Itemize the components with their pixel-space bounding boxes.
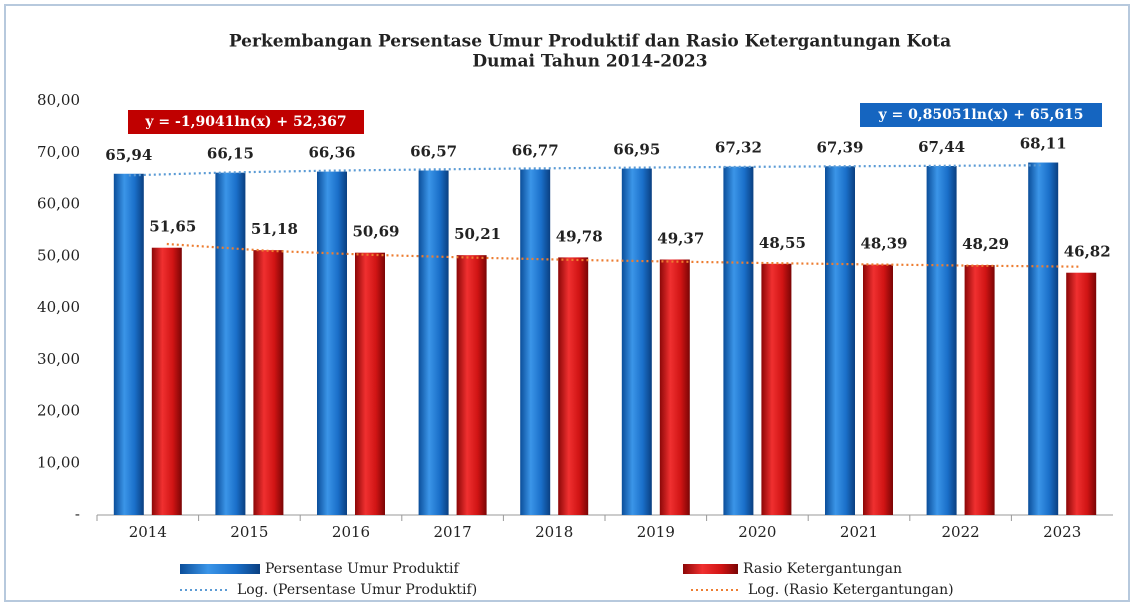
x-tick-label: 2023: [1043, 523, 1081, 541]
bar: [926, 165, 957, 516]
x-tick-label: 2014: [129, 523, 167, 541]
data-label: 67,44: [918, 138, 965, 156]
bar: [253, 250, 284, 515]
data-label: 65,94: [105, 146, 152, 164]
legend-label: Persentase Umur Produktif: [265, 561, 460, 577]
x-tick-label: 2016: [332, 523, 370, 541]
bar: [1066, 272, 1097, 515]
data-label: 66,36: [309, 144, 356, 162]
bar: [723, 166, 754, 515]
data-label: 67,32: [715, 139, 762, 157]
bar: [520, 169, 551, 515]
bar: [863, 264, 893, 515]
y-tick-label: 80,00: [37, 91, 80, 109]
bar: [317, 171, 347, 515]
data-label: 66,57: [410, 143, 457, 161]
data-label: 66,77: [512, 141, 559, 159]
legend-swatch: [683, 564, 738, 574]
y-tick-label: 70,00: [37, 143, 80, 161]
x-tick-label: 2015: [230, 523, 268, 541]
data-label: 68,11: [1020, 135, 1067, 153]
data-label: 48,29: [962, 235, 1009, 253]
equation-label: y = -1,9041ln(x) + 52,367: [144, 114, 346, 130]
bar: [964, 265, 995, 515]
bar: [355, 252, 385, 515]
data-label: 46,82: [1064, 243, 1111, 261]
bar: [456, 255, 487, 515]
x-tick-label: 2018: [535, 523, 573, 541]
bar: [621, 168, 652, 515]
data-label: 50,69: [353, 223, 400, 241]
data-label: 51,65: [149, 218, 196, 236]
legend-swatch: [180, 564, 260, 574]
legend-label: Log. (Persentase Umur Produktif): [237, 582, 477, 598]
bar: [825, 166, 855, 515]
legend-label: Rasio Ketergantungan: [743, 561, 902, 577]
x-tick-label: 2021: [840, 523, 878, 541]
data-label: 67,39: [817, 138, 864, 156]
data-label: 50,21: [454, 225, 501, 243]
y-tick-label: -: [75, 505, 80, 523]
chart-title: Perkembangan Persentase Umur Produktif d…: [229, 32, 951, 52]
x-tick-label: 2020: [738, 523, 776, 541]
data-label: 48,39: [861, 235, 908, 253]
x-tick-label: 2017: [434, 523, 472, 541]
equation-box: [860, 103, 1102, 127]
equation-box: [128, 110, 364, 134]
y-tick-label: 50,00: [37, 246, 80, 264]
x-tick-label: 2022: [942, 523, 980, 541]
bar: [1028, 162, 1059, 515]
data-label: 51,18: [251, 220, 298, 238]
bar: [113, 173, 144, 515]
data-label: 48,55: [759, 234, 806, 252]
bar: [215, 172, 246, 515]
data-label: 66,15: [207, 145, 254, 163]
y-tick-label: 10,00: [37, 453, 80, 471]
data-label: 66,95: [613, 141, 660, 159]
y-tick-label: 60,00: [37, 195, 80, 213]
data-label: 49,78: [556, 227, 603, 245]
bar: [558, 257, 589, 515]
equation-label: y = 0,85051ln(x) + 65,615: [877, 107, 1083, 123]
legend-label: Log. (Rasio Ketergantungan): [748, 582, 954, 598]
y-tick-label: 30,00: [37, 350, 80, 368]
bar: [659, 259, 690, 515]
data-label: 49,37: [657, 230, 704, 248]
bar: [418, 170, 449, 515]
x-tick-label: 2019: [637, 523, 675, 541]
bar: [151, 247, 182, 515]
bar: [761, 263, 792, 515]
y-tick-label: 20,00: [37, 402, 80, 420]
y-tick-label: 40,00: [37, 298, 80, 316]
chart-subtitle: Dumai Tahun 2014-2023: [472, 52, 707, 72]
